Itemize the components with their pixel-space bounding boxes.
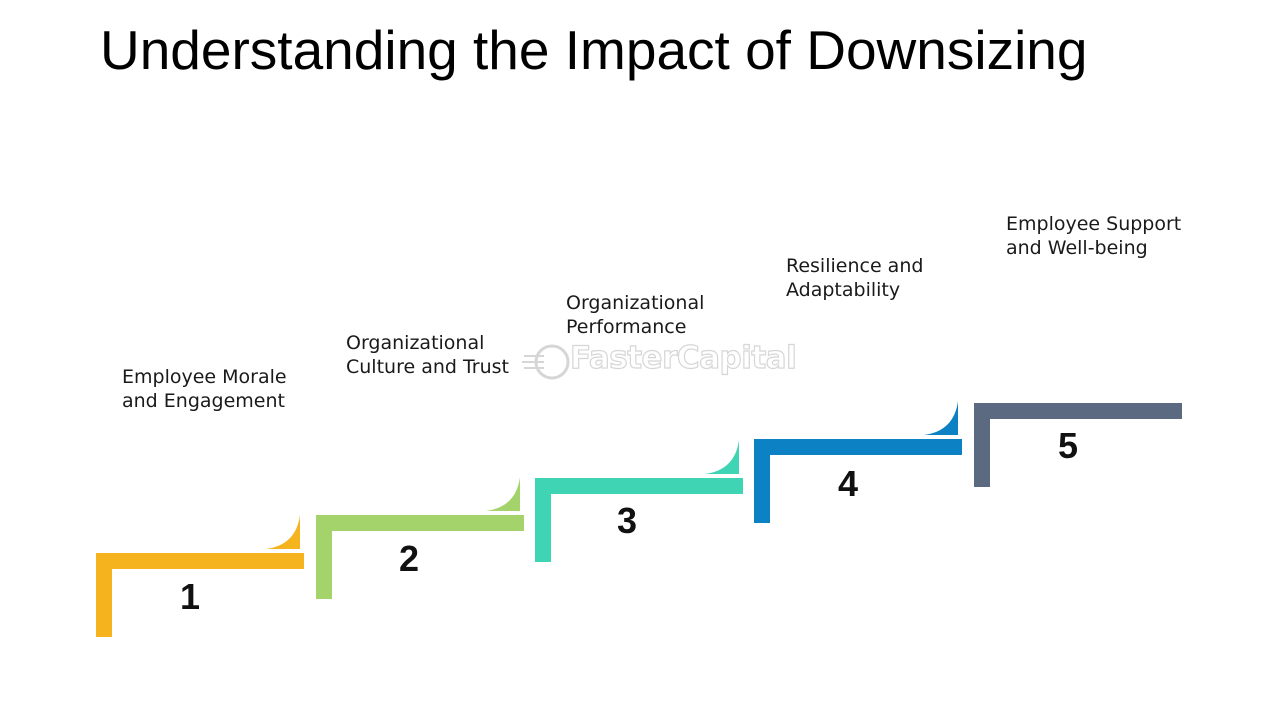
step-number: 5 [1057, 425, 1079, 466]
watermark: FasterCapital [522, 338, 797, 384]
step-number: 3 [616, 500, 638, 541]
step-label-line: and Engagement [122, 390, 285, 412]
page-title: Understanding the Impact of Downsizing [100, 19, 1088, 81]
step-label-line: Employee Morale [122, 366, 287, 388]
step-label-line: Adaptability [786, 279, 901, 301]
step-tread [535, 478, 743, 494]
step-label-line: Organizational [566, 292, 705, 314]
fastercapital-logo-icon [522, 344, 570, 380]
step-label: Organizational Culture and Trust [346, 331, 509, 379]
step-tread [96, 553, 304, 569]
step-tread [316, 515, 524, 531]
step-label-line: Employee Support [1006, 213, 1182, 235]
step-label: Organizational Performance [566, 291, 704, 339]
step-number: 4 [837, 463, 859, 504]
step-curl-icon [924, 401, 958, 435]
step-riser [96, 553, 112, 637]
step-riser [535, 478, 551, 562]
step-number: 2 [398, 538, 420, 579]
step-riser [974, 403, 990, 487]
step-curl-icon [486, 477, 520, 511]
step-label-line: Culture and Trust [346, 356, 510, 378]
step-label: Employee Morale and Engagement [122, 365, 287, 413]
step-label-line: Resilience and [786, 255, 924, 277]
step-label: Resilience and Adaptability [786, 254, 923, 302]
step-label-line: Organizational [346, 332, 485, 354]
step-tread [754, 439, 962, 455]
step-riser [754, 439, 770, 523]
step-number: 1 [179, 576, 201, 617]
step-curl-icon [266, 515, 300, 549]
step-riser [316, 515, 332, 599]
step-tread [974, 403, 1182, 419]
step-label-line: and Well-being [1006, 237, 1148, 259]
step-curl-icon [705, 440, 739, 474]
watermark-text: FasterCapital [569, 339, 797, 376]
step-label-line: Performance [566, 316, 687, 338]
step-label: Employee Support and Well-being [1006, 212, 1181, 260]
